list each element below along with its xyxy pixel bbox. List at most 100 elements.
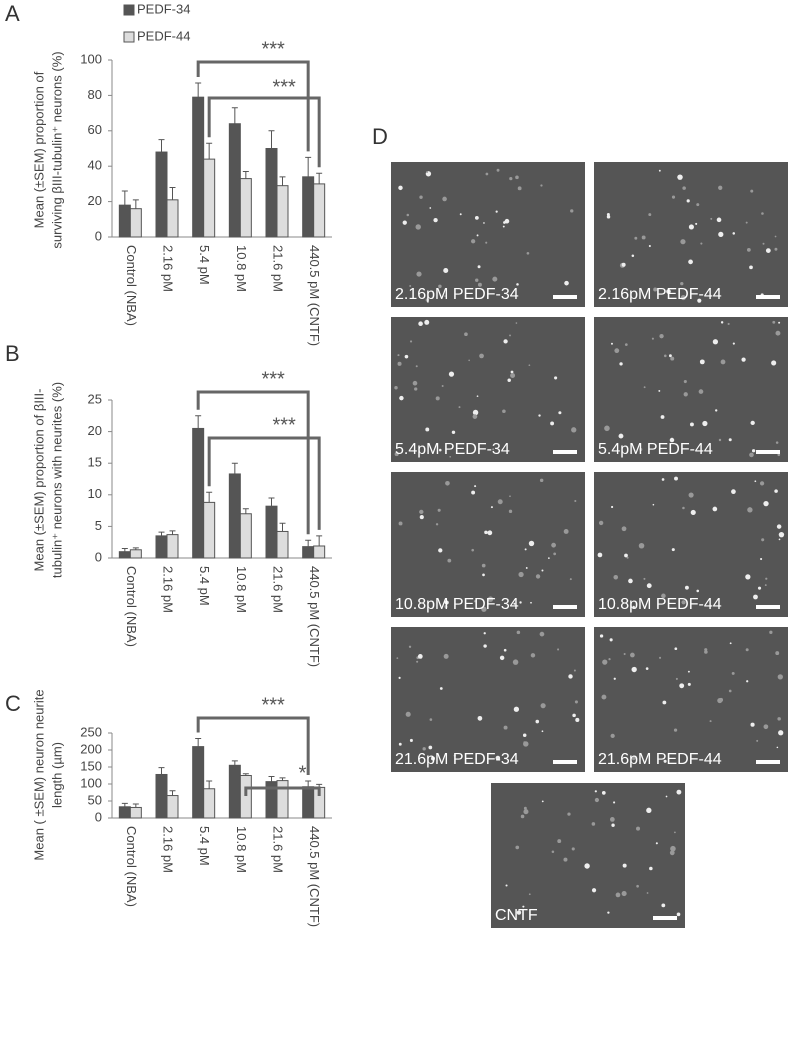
cell <box>487 530 493 536</box>
bar <box>313 183 326 238</box>
cell <box>720 359 726 365</box>
micrograph-background <box>391 317 585 462</box>
cell <box>522 733 527 737</box>
cell <box>510 370 514 374</box>
cell <box>516 630 521 635</box>
cell <box>622 863 627 868</box>
cell <box>448 371 455 377</box>
cell <box>763 724 769 730</box>
cell <box>746 680 749 683</box>
cell <box>666 289 671 294</box>
bar <box>228 123 241 238</box>
cell <box>774 247 778 251</box>
cell <box>474 485 477 488</box>
x-tick-label: 2.16 pM <box>161 566 176 613</box>
cell <box>745 648 749 652</box>
cell <box>638 542 645 549</box>
cell <box>502 225 505 228</box>
cell <box>548 557 550 559</box>
cell <box>496 168 500 172</box>
panel-letter: C <box>5 691 21 716</box>
cell <box>775 330 781 336</box>
cell <box>681 600 686 605</box>
cell <box>398 185 403 191</box>
cell <box>416 271 422 277</box>
cell <box>414 387 418 391</box>
cell <box>470 239 476 244</box>
error-bar <box>242 508 249 514</box>
bar <box>155 535 168 559</box>
significance-bracket <box>207 436 321 530</box>
cell <box>594 790 597 793</box>
y-axis-label: Mean ( ±SEM) neuron neurite <box>31 689 46 860</box>
cell <box>601 694 607 700</box>
cell <box>752 449 756 453</box>
cell <box>584 863 590 869</box>
x-tick-label: 440.5 pM (CNTF) <box>307 826 322 927</box>
cell <box>610 733 615 738</box>
cell <box>476 234 479 237</box>
cell <box>763 500 769 507</box>
cell <box>613 801 616 804</box>
micrograph: 21.6pM PEDF-34 <box>391 627 585 772</box>
cell <box>398 676 401 679</box>
cell <box>688 224 694 230</box>
bar <box>155 773 168 819</box>
cell <box>481 606 487 612</box>
panel-letter: D <box>372 124 388 149</box>
error-bar <box>132 199 139 209</box>
cell <box>718 231 724 237</box>
bar <box>155 151 168 238</box>
bar <box>228 473 241 559</box>
y-tick-label: 250 <box>80 724 102 739</box>
cell <box>749 265 753 270</box>
cell <box>428 745 433 750</box>
error-bar <box>195 737 202 747</box>
cell <box>479 353 484 359</box>
cell <box>474 216 479 220</box>
micrograph-label: 10.8pM PEDF-44 <box>598 596 722 613</box>
bar <box>129 208 142 238</box>
y-tick-label: 40 <box>88 158 102 173</box>
cell <box>523 741 526 744</box>
error-bar <box>305 539 312 547</box>
cell <box>613 574 619 580</box>
cell <box>573 669 576 672</box>
error-bar <box>206 780 213 789</box>
cell <box>481 563 486 568</box>
bar <box>129 549 142 559</box>
cell <box>660 415 665 419</box>
cell <box>686 199 690 203</box>
error-bar <box>158 767 165 775</box>
cell <box>551 850 555 854</box>
cell <box>509 177 513 181</box>
cell <box>715 409 718 412</box>
cell <box>764 584 767 587</box>
cell <box>704 648 708 652</box>
cell <box>668 354 672 358</box>
bar <box>239 513 252 559</box>
cell <box>431 756 435 761</box>
cell <box>680 281 684 286</box>
error-bar <box>195 415 202 429</box>
micrograph-label: 10.8pM PEDF-34 <box>395 596 519 613</box>
y-axis-label: Mean (±SEM) proportion of βIII- <box>31 389 46 572</box>
cell <box>535 719 540 724</box>
micrograph-label: 21.6pM PEDF-44 <box>598 751 722 768</box>
micrograph-label: 2.16pM PEDF-34 <box>395 286 519 303</box>
error-bar <box>121 802 128 807</box>
cell <box>517 186 522 191</box>
cell <box>419 515 424 520</box>
cell <box>684 585 689 590</box>
error-bar <box>121 548 128 552</box>
cell <box>419 195 423 199</box>
cell <box>648 213 652 217</box>
bar <box>228 764 241 819</box>
x-tick-label: 10.8 pM <box>234 826 249 873</box>
cell <box>599 634 604 638</box>
y-tick-label: 5 <box>95 518 102 533</box>
cell <box>651 337 654 340</box>
cell <box>449 455 452 458</box>
cell <box>418 321 423 327</box>
bar <box>302 176 315 238</box>
